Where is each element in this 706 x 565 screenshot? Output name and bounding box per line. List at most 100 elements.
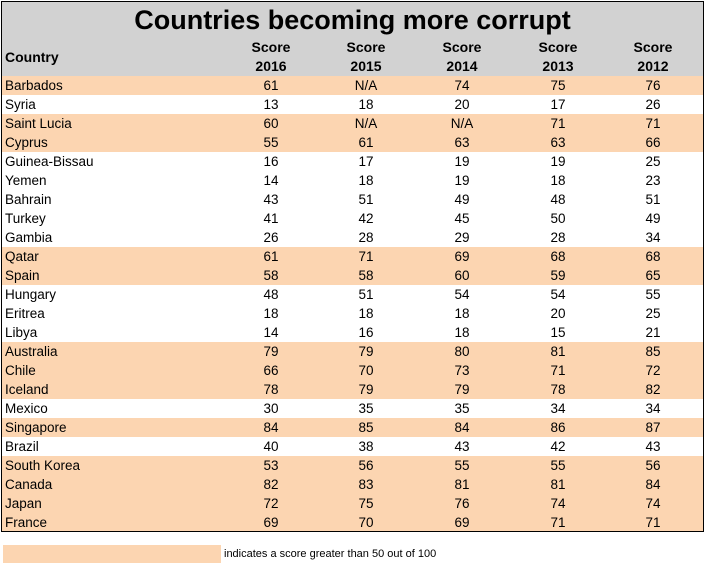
column-header-year: 2014	[446, 58, 478, 74]
score-cell: 51	[645, 192, 661, 207]
country-cell: Libya	[5, 325, 38, 340]
country-cell: Brazil	[5, 439, 39, 454]
score-cell: 59	[550, 268, 566, 283]
score-cell: N/A	[354, 116, 378, 131]
column-header-label: Score	[346, 39, 386, 55]
score-cell: 16	[263, 154, 279, 169]
score-cell: 56	[645, 458, 661, 473]
score-cell: 61	[263, 78, 279, 93]
score-cell: 21	[645, 325, 661, 340]
score-cell: 79	[358, 344, 374, 359]
score-cell: N/A	[450, 116, 474, 131]
score-cell: 75	[550, 78, 566, 93]
score-cell: 69	[454, 515, 470, 530]
score-cell: 48	[263, 287, 279, 302]
score-cell: 58	[358, 268, 374, 283]
score-cell: 58	[263, 268, 279, 283]
score-cell: 65	[645, 268, 661, 283]
country-cell: Bahrain	[5, 192, 52, 207]
country-cell: Japan	[5, 496, 42, 511]
score-cell: 25	[645, 306, 661, 321]
score-cell: 14	[263, 325, 279, 340]
table-row: Chile 66 70 73 71 72	[2, 361, 703, 380]
score-cell: 85	[358, 420, 374, 435]
score-cell: 81	[550, 477, 566, 492]
score-cell: 75	[358, 496, 374, 511]
score-cell: 18	[550, 173, 566, 188]
table-header: Countries becoming more corrupt Country …	[2, 2, 703, 76]
column-header-2016: Score 2016	[241, 38, 301, 76]
score-cell: 51	[358, 287, 374, 302]
country-cell: Hungary	[5, 287, 57, 302]
table-row: Cyprus 55 61 63 63 66	[2, 133, 703, 152]
score-cell: 74	[645, 496, 661, 511]
table-row: Saint Lucia 60 N/A N/A 71 71	[2, 114, 703, 133]
country-cell: Chile	[5, 363, 36, 378]
table-row: Barbados 61 N/A 74 75 76	[2, 76, 703, 95]
country-cell: Gambia	[5, 230, 53, 245]
table-row: Iceland 78 79 79 78 82	[2, 380, 703, 399]
score-cell: 74	[550, 496, 566, 511]
column-header-year: 2015	[350, 58, 382, 74]
table-row: Canada 82 83 81 81 84	[2, 475, 703, 494]
country-cell: South Korea	[5, 458, 81, 473]
score-cell: 69	[263, 515, 279, 530]
score-cell: 48	[550, 192, 566, 207]
country-cell: Cyprus	[5, 135, 48, 150]
country-cell: Spain	[5, 268, 40, 283]
column-header-label: Score	[538, 39, 578, 55]
score-cell: 71	[550, 515, 566, 530]
table-title: Countries becoming more corrupt	[134, 5, 571, 35]
table-row: Gambia 26 28 29 28 34	[2, 228, 703, 247]
score-cell: 71	[550, 363, 566, 378]
country-cell: Yemen	[5, 173, 47, 188]
table-row: Qatar 61 71 69 68 68	[2, 247, 703, 266]
column-header-label: Score	[251, 39, 291, 55]
country-cell: Qatar	[5, 249, 39, 264]
column-header-year: 2013	[542, 58, 574, 74]
score-cell: 51	[358, 192, 374, 207]
score-cell: 19	[550, 154, 566, 169]
score-cell: 19	[454, 173, 470, 188]
table-row: Guinea-Bissau 16 17 19 19 25	[2, 152, 703, 171]
score-cell: 23	[645, 173, 661, 188]
score-cell: 28	[550, 230, 566, 245]
score-cell: 81	[550, 344, 566, 359]
score-cell: 79	[358, 382, 374, 397]
score-cell: 17	[550, 97, 566, 112]
score-cell: 76	[645, 78, 661, 93]
country-cell: Syria	[5, 97, 36, 112]
table-row: South Korea 53 56 55 55 56	[2, 456, 703, 475]
column-header-2014: Score 2014	[432, 38, 492, 76]
score-cell: 34	[550, 401, 566, 416]
column-header-label: Score	[442, 39, 482, 55]
table-body: Barbados 61 N/A 74 75 76 Syria 13 18 20 17 26 Saint …	[2, 76, 703, 531]
score-cell: 66	[645, 135, 661, 150]
legend-note: indicates a score greater than 50 out of…	[224, 548, 437, 560]
score-cell: 53	[263, 458, 279, 473]
table-row: Hungary 48 51 54 54 55	[2, 285, 703, 304]
score-cell: 86	[550, 420, 566, 435]
score-cell: 43	[263, 192, 279, 207]
country-cell: Barbados	[5, 78, 63, 93]
column-header-year: 2016	[255, 58, 287, 74]
score-cell: 18	[358, 97, 374, 112]
score-cell: 35	[358, 401, 374, 416]
country-cell: Mexico	[5, 401, 48, 416]
score-cell: 73	[454, 363, 470, 378]
score-cell: 25	[645, 154, 661, 169]
score-cell: 41	[263, 211, 279, 226]
score-cell: 54	[454, 287, 470, 302]
score-cell: 71	[358, 249, 374, 264]
score-cell: 69	[454, 249, 470, 264]
score-cell: 71	[550, 116, 566, 131]
score-cell: 18	[358, 173, 374, 188]
score-cell: 72	[645, 363, 661, 378]
score-cell: 18	[454, 325, 470, 340]
score-cell: 70	[358, 363, 374, 378]
table-row: Libya 14 16 18 15 21	[2, 323, 703, 342]
score-cell: 26	[263, 230, 279, 245]
score-cell: 83	[358, 477, 374, 492]
table-row: Turkey 41 42 45 50 49	[2, 209, 703, 228]
country-cell: Singapore	[5, 420, 67, 435]
